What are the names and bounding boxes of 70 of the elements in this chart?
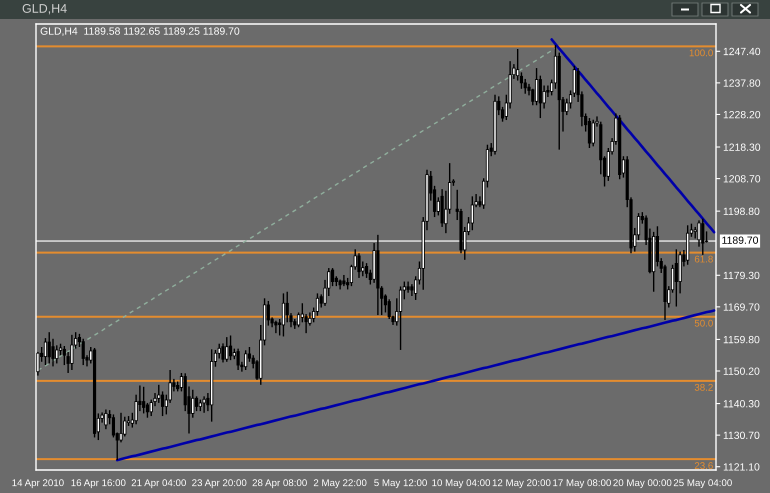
y-tick-label: 1121.10 (724, 463, 760, 471)
candlestick (274, 320, 278, 334)
candlestick (198, 398, 202, 412)
y-tick-label: 1198.80 (724, 208, 760, 216)
candlestick (191, 389, 194, 418)
candlestick (48, 331, 51, 364)
x-tick-label: 28 Apr 08:00 (252, 479, 307, 488)
candlestick (338, 278, 342, 290)
candlestick (104, 408, 108, 430)
ref-line-label: 1189.70 (722, 236, 758, 244)
candlestick (70, 334, 74, 371)
x-tick-label: 5 May 12:00 (374, 479, 427, 488)
candlestick (221, 342, 225, 364)
y-tick-label: 1247.40 (724, 48, 760, 56)
x-tick-label: 25 May 04:00 (674, 479, 732, 488)
annotation: 50.0 (694, 320, 713, 327)
x-tick-label: 2 May 22:00 (314, 479, 366, 488)
x-tick-label: 17 May 08:00 (553, 479, 611, 488)
x-tick-label: 23 Apr 20:00 (192, 479, 246, 488)
annotation: 38.2 (694, 384, 713, 391)
candlestick (228, 334, 232, 361)
y-tick-label: 1208.70 (724, 175, 760, 182)
candlestick (236, 348, 240, 371)
candlestick (194, 396, 198, 412)
y-tick-label: 1130.70 (724, 432, 760, 440)
y-tick-label: 1237.80 (724, 79, 760, 87)
line-series (550, 38, 716, 234)
candlestick (157, 384, 160, 404)
candlestick (534, 67, 538, 106)
candlestick (588, 117, 592, 149)
candlestick (357, 252, 361, 279)
candlestick (82, 338, 85, 366)
candlestick (286, 291, 289, 324)
x-tick-label: 14 Apr 2010 (12, 479, 64, 488)
candlestick (694, 226, 697, 240)
line-series (37, 48, 556, 372)
candlestick (701, 218, 704, 256)
candlestick (674, 248, 678, 308)
candlestick (202, 396, 206, 414)
y-tick-label: 1169.70 (724, 303, 760, 311)
annotation: 61.8 (694, 256, 713, 263)
chart-subtitle: GLD,H4 1189.58 1192.65 1189.25 1189.70 (40, 27, 240, 36)
y-tick-label: 1228.20 (724, 110, 760, 118)
x-tick-label: 12 May 20:00 (492, 479, 551, 488)
candlestick (398, 286, 402, 351)
y-tick-label: 1218.30 (724, 144, 760, 151)
y-tick-label: 1150.20 (724, 368, 760, 375)
candlestick (406, 280, 410, 294)
x-tick-label: 21 Apr 04:00 (132, 479, 186, 488)
candlestick (142, 386, 146, 414)
y-tick-label: 1159.80 (724, 336, 760, 344)
candlestick (119, 412, 123, 444)
x-tick-label: 16 Apr 16:00 (72, 479, 126, 488)
candlestick (244, 350, 248, 371)
y-tick-label: 1140.30 (724, 400, 760, 408)
y-tick-label: 1179.30 (724, 272, 760, 280)
candlestick (470, 196, 474, 231)
candlestick (410, 283, 414, 297)
line-series (116, 309, 716, 462)
chart-title: GLD,H4 (22, 4, 67, 14)
candlestick (55, 344, 58, 364)
candlestick (342, 274, 346, 287)
x-tick-label: 20 May 00:00 (613, 479, 672, 488)
candlestick (225, 336, 228, 362)
annotation: 23.6 (694, 462, 713, 470)
candlestick (282, 292, 286, 338)
annotation: 100.0 (690, 49, 713, 56)
candlestick (592, 119, 595, 148)
candlestick (44, 337, 48, 366)
x-tick-label: 10 May 04:00 (432, 479, 490, 488)
